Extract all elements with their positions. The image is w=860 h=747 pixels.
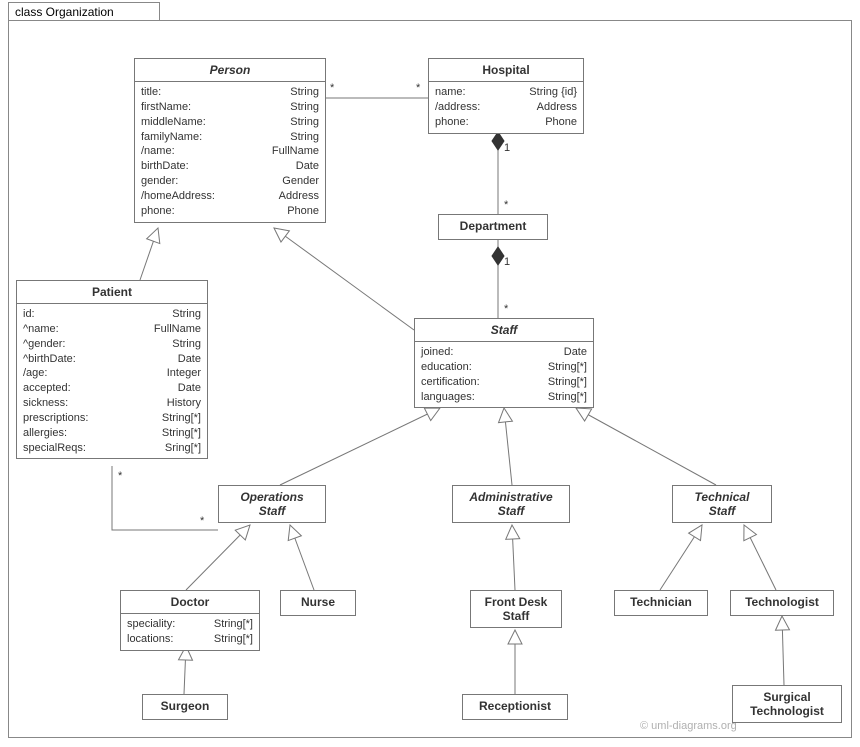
- class-tech_staff: TechnicalStaff: [672, 485, 772, 523]
- attr-row: speciality:String[*]: [127, 617, 253, 632]
- attr-row: gender:Gender: [141, 174, 319, 189]
- class-title: SurgicalTechnologist: [733, 686, 841, 722]
- class-title: Hospital: [429, 59, 583, 82]
- attr-row: familyName:String: [141, 130, 319, 145]
- class-patient: Patientid:String^name:FullName^gender:St…: [16, 280, 208, 459]
- class-technologist: Technologist: [730, 590, 834, 616]
- class-title: Doctor: [121, 591, 259, 614]
- class-title: OperationsStaff: [219, 486, 325, 522]
- class-doctor: Doctorspeciality:String[*]locations:Stri…: [120, 590, 260, 651]
- attr-row: specialReqs:Sring[*]: [23, 441, 201, 456]
- class-ops_staff: OperationsStaff: [218, 485, 326, 523]
- attr-row: prescriptions:String[*]: [23, 411, 201, 426]
- attr-row: id:String: [23, 307, 201, 322]
- attr-row: allergies:String[*]: [23, 426, 201, 441]
- attr-row: phone:Phone: [435, 115, 577, 130]
- multiplicity-label: *: [330, 82, 334, 94]
- class-admin_staff: AdministrativeStaff: [452, 485, 570, 523]
- attr-row: sickness:History: [23, 396, 201, 411]
- attr-row: title:String: [141, 85, 319, 100]
- class-title: TechnicalStaff: [673, 486, 771, 522]
- class-person: Persontitle:StringfirstName:Stringmiddle…: [134, 58, 326, 223]
- class-title: Surgeon: [143, 695, 227, 717]
- attr-row: joined:Date: [421, 345, 587, 360]
- class-title: Patient: [17, 281, 207, 304]
- multiplicity-label: *: [504, 303, 508, 315]
- watermark: © uml-diagrams.org: [640, 720, 737, 732]
- attr-row: middleName:String: [141, 115, 319, 130]
- attr-row: /homeAddress:Address: [141, 189, 319, 204]
- attr-row: certification:String[*]: [421, 375, 587, 390]
- class-nurse: Nurse: [280, 590, 356, 616]
- attr-row: birthDate:Date: [141, 159, 319, 174]
- attr-row: education:String[*]: [421, 360, 587, 375]
- uml-class-diagram: class Organization Persontitle:Stringfir…: [0, 0, 860, 747]
- attr-row: ^birthDate:Date: [23, 352, 201, 367]
- multiplicity-label: *: [200, 515, 204, 527]
- attr-row: name:String {id}: [435, 85, 577, 100]
- class-department: Department: [438, 214, 548, 240]
- class-title: Technician: [615, 591, 707, 613]
- class-attrs: id:String^name:FullName^gender:String^bi…: [17, 304, 207, 458]
- class-receptionist: Receptionist: [462, 694, 568, 720]
- class-title: Nurse: [281, 591, 355, 613]
- attr-row: /name:FullName: [141, 144, 319, 159]
- attr-row: firstName:String: [141, 100, 319, 115]
- class-hospital: Hospitalname:String {id}/address:Address…: [428, 58, 584, 134]
- attr-row: ^gender:String: [23, 337, 201, 352]
- class-attrs: title:StringfirstName:StringmiddleName:S…: [135, 82, 325, 222]
- multiplicity-label: *: [416, 82, 420, 94]
- class-surg_tech: SurgicalTechnologist: [732, 685, 842, 723]
- class-attrs: speciality:String[*]locations:String[*]: [121, 614, 259, 650]
- class-title: Department: [439, 215, 547, 237]
- attr-row: languages:String[*]: [421, 390, 587, 405]
- multiplicity-label: *: [118, 470, 122, 482]
- multiplicity-label: *: [504, 199, 508, 211]
- class-attrs: name:String {id}/address:Addressphone:Ph…: [429, 82, 583, 133]
- class-title: Receptionist: [463, 695, 567, 717]
- attr-row: /address:Address: [435, 100, 577, 115]
- class-staff: Staffjoined:Dateeducation:String[*]certi…: [414, 318, 594, 408]
- class-surgeon: Surgeon: [142, 694, 228, 720]
- multiplicity-label: 1: [504, 256, 510, 268]
- class-technician: Technician: [614, 590, 708, 616]
- attr-row: phone:Phone: [141, 204, 319, 219]
- class-frontdesk: Front DeskStaff: [470, 590, 562, 628]
- class-title: AdministrativeStaff: [453, 486, 569, 522]
- frame-label: class Organization: [15, 5, 114, 19]
- multiplicity-label: 1: [504, 142, 510, 154]
- class-title: Staff: [415, 319, 593, 342]
- class-attrs: joined:Dateeducation:String[*]certificat…: [415, 342, 593, 407]
- attr-row: locations:String[*]: [127, 632, 253, 647]
- class-title: Person: [135, 59, 325, 82]
- class-title: Technologist: [731, 591, 833, 613]
- attr-row: /age:Integer: [23, 366, 201, 381]
- attr-row: accepted:Date: [23, 381, 201, 396]
- attr-row: ^name:FullName: [23, 322, 201, 337]
- class-title: Front DeskStaff: [471, 591, 561, 627]
- frame-tab: class Organization: [8, 2, 160, 21]
